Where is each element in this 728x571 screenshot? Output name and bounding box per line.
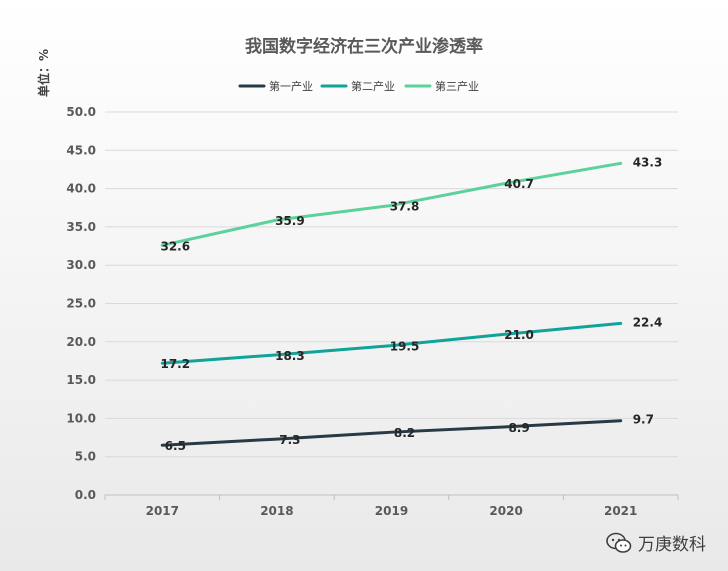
x-tick-label: 2018: [260, 504, 293, 518]
y-tick-label: 40.0: [66, 182, 96, 196]
legend: 第一产业 第二产业 第三产业: [238, 79, 479, 93]
data-label: 8.2: [394, 426, 415, 440]
y-tick-label: 10.0: [66, 411, 96, 425]
unit-label: 单位：%: [36, 49, 51, 97]
data-label: 18.3: [275, 349, 305, 363]
data-labels: 6.5 7.3 8.2 8.9 9.7 17.2 18.3 19.5 21.0 22.4 32.6 3…: [160, 155, 662, 453]
series-group: [160, 161, 623, 447]
data-label: 8.9: [508, 421, 529, 435]
wechat-icon: [606, 532, 632, 553]
legend-label: 第二产业: [351, 79, 395, 93]
chart-title: 我国数字经济在三次产业渗透率: [245, 36, 483, 57]
watermark: 万庚数科: [606, 530, 706, 555]
y-tick-label: 25.0: [66, 297, 96, 311]
watermark-text: 万庚数科: [638, 535, 706, 555]
data-label: 9.7: [633, 413, 654, 427]
legend-label: 第三产业: [435, 79, 479, 93]
y-tick-label: 35.0: [66, 220, 96, 234]
y-tick-label: 0.0: [75, 488, 96, 502]
x-tick-label: 2020: [489, 504, 522, 518]
y-tick-label: 45.0: [66, 143, 96, 157]
x-tick-label: 2019: [375, 504, 408, 518]
data-label: 35.9: [275, 214, 305, 228]
y-tick-label: 20.0: [66, 335, 96, 349]
data-label: 7.3: [279, 433, 300, 447]
x-axis: 2017 2018 2019 2020 2021: [104, 495, 679, 518]
y-tick-label: 15.0: [66, 373, 96, 387]
y-tick-label: 30.0: [66, 258, 96, 272]
y-tick-label: 50.0: [66, 105, 96, 119]
data-label: 21.0: [504, 328, 534, 342]
data-label: 32.6: [160, 239, 190, 253]
data-label: 40.7: [504, 177, 534, 191]
data-label: 19.5: [390, 340, 420, 354]
y-tick-label: 5.0: [75, 450, 96, 464]
gridlines: [105, 111, 678, 496]
series-line-3: [160, 161, 623, 247]
data-label: 37.8: [390, 199, 420, 213]
data-label: 22.4: [633, 315, 663, 329]
data-label: 43.3: [633, 155, 663, 169]
data-label: 17.2: [160, 357, 190, 371]
legend-label: 第一产业: [269, 79, 313, 93]
x-tick-label: 2021: [604, 504, 637, 518]
y-axis: 0.0 5.0 10.0 15.0 20.0 25.0 30.0 35.0 40.0 45.0 50…: [66, 105, 96, 502]
series-line-1: [160, 419, 623, 447]
data-label: 6.5: [165, 439, 186, 453]
series-line-2: [160, 321, 623, 365]
x-tick-label: 2017: [146, 504, 179, 518]
